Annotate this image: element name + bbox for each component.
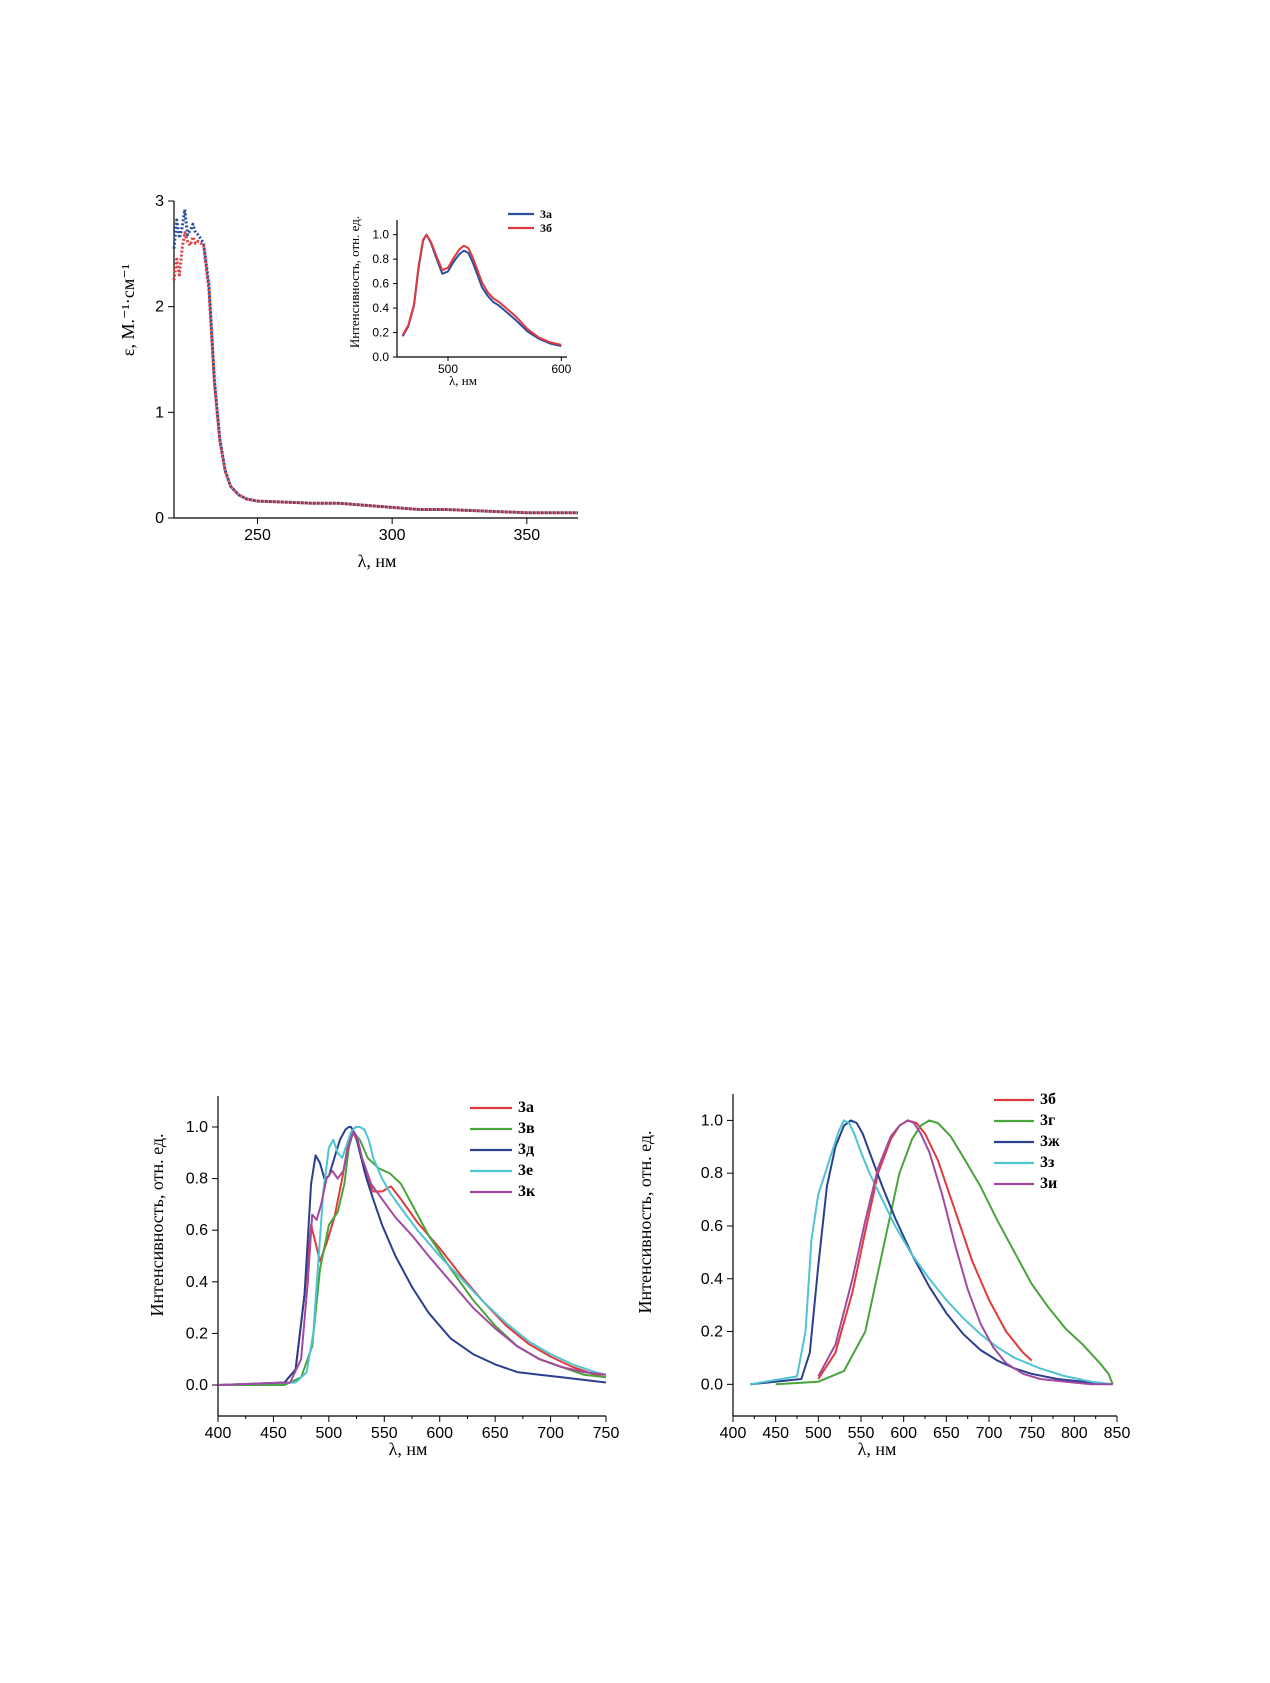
emission-right-legend-label: 3з	[1040, 1154, 1055, 1171]
inset-legend-label: 3а	[540, 207, 552, 221]
inset-y-tick-label: 0.0	[372, 350, 389, 364]
emission-right-series-3б-line	[817, 1119, 1033, 1380]
emission-left-x-tick-label: 500	[316, 1425, 343, 1442]
inset-series-3б-line	[401, 233, 562, 346]
emission-right-series-3з-line	[749, 1119, 1113, 1386]
absorption-y-tick-label: 2	[155, 299, 164, 316]
absorption-y-tick-label: 0	[155, 510, 164, 527]
emission-left-series-3в-line	[218, 1131, 607, 1386]
absorption-series-3б-line	[172, 231, 578, 515]
inset-y-tick-label: 0.2	[372, 326, 389, 340]
absorption-chart: 250 300 350 0 1 2 3 λ, нм ε, М.⁻¹·см⁻¹	[118, 193, 578, 571]
emission-left-y-tick-label: 0.6	[186, 1222, 208, 1239]
emission-right-x-tick-label: 700	[976, 1425, 1003, 1442]
absorption-ylabel: ε, М.⁻¹·см⁻¹	[118, 264, 138, 356]
absorption-y-tick-label: 1	[155, 404, 164, 421]
emission-right-x-tick-label: 800	[1061, 1425, 1088, 1442]
emission-right-x-tick-label: 650	[933, 1425, 960, 1442]
emission-right-x-tick-label: 600	[890, 1425, 917, 1442]
inset-y-tick-label: 0.6	[372, 277, 389, 291]
emission-left-legend: 3а 3в 3д 3е 3к	[470, 1099, 536, 1200]
absorption-x-tick-label: 300	[379, 527, 406, 544]
emission-right-y-tick-label: 0.4	[701, 1271, 723, 1288]
emission-left-legend-label: 3к	[518, 1183, 536, 1200]
emission-left-legend-label: 3е	[518, 1162, 533, 1179]
emission-right-y-tick-label: 0.8	[701, 1165, 723, 1182]
emission-right-legend-label: 3ж	[1040, 1133, 1060, 1150]
emission-left-frame: 400 450 500 550 600 650 700 750 0.0 0.2 0.4 0.6 0.8 1…	[186, 1096, 620, 1442]
emission-left-x-tick-label: 750	[593, 1425, 620, 1442]
emission-right-x-tick-label: 450	[762, 1425, 789, 1442]
inset-x-tick-label: 500	[438, 362, 458, 376]
absorption-frame: 250 300 350 0 1 2 3	[155, 193, 578, 544]
emission-right-chart: 400 450 500 550 600 650 700 750 800 850 0.0 0.2 0.4 0…	[635, 1091, 1130, 1459]
inset-y-tick-label: 1.0	[372, 228, 389, 242]
absorption-series-3а-line	[172, 208, 578, 515]
emission-right-x-tick-label: 400	[720, 1425, 747, 1442]
inset-y-tick-label: 0.4	[372, 301, 389, 315]
emission-left-x-tick-label: 550	[371, 1425, 398, 1442]
emission-left-x-tick-label: 600	[426, 1425, 453, 1442]
emission-left-ylabel: Интенсивность, отн. ед.	[147, 1133, 167, 1316]
emission-left-series-3к-line	[217, 1131, 607, 1386]
emission-right-x-tick-label: 550	[848, 1425, 875, 1442]
emission-right-x-tick-label: 850	[1104, 1425, 1131, 1442]
emission-left-series	[217, 1126, 607, 1386]
emission-left-legend-label: 3д	[518, 1141, 534, 1158]
emission-right-y-tick-label: 0.0	[701, 1376, 723, 1393]
emission-left-y-tick-label: 1.0	[186, 1119, 208, 1136]
emission-right-series-3и-line	[817, 1119, 1113, 1386]
absorption-y-tick-label: 3	[155, 193, 164, 210]
emission-right-y-tick-label: 0.6	[701, 1218, 723, 1235]
emission-right-y-tick-label: 0.2	[701, 1324, 723, 1341]
emission-left-series-3д-line	[217, 1126, 607, 1386]
emission-left-x-tick-label: 650	[482, 1425, 509, 1442]
inset-y-tick-label: 0.8	[372, 252, 389, 266]
emission-right-x-tick-label: 500	[805, 1425, 832, 1442]
emission-right-legend-label: 3б	[1040, 1091, 1056, 1108]
absorption-xlabel: λ, нм	[358, 551, 397, 571]
emission-left-legend-label: 3в	[518, 1120, 535, 1137]
inset-legend-label: 3б	[540, 221, 552, 235]
emission-left-chart: 400 450 500 550 600 650 700 750 0.0 0.2 0.4 0.6 0.8 1…	[147, 1096, 619, 1459]
emission-right-legend-label: 3г	[1040, 1112, 1055, 1129]
inset-frame: 500 600 0.0 0.2 0.4 0.6 0.8 1.0	[372, 220, 572, 376]
emission-left-y-tick-label: 0.4	[186, 1274, 208, 1291]
emission-right-legend-label: 3и	[1040, 1175, 1057, 1192]
inset-x-tick-label: 600	[551, 362, 571, 376]
emission-left-y-tick-label: 0.8	[186, 1171, 208, 1188]
inset-series-3а-line	[401, 233, 562, 347]
emission-right-y-tick-label: 1.0	[701, 1112, 723, 1129]
inset-xlabel: λ, нм	[449, 373, 477, 388]
absorption-x-tick-label: 350	[513, 527, 540, 544]
inset-ylabel: Интенсивность, отн. ед.	[347, 216, 362, 348]
absorption-x-tick-label: 250	[244, 527, 271, 544]
emission-left-xlabel: λ, нм	[389, 1439, 428, 1459]
emission-right-legend: 3б 3г 3ж 3з 3и	[994, 1091, 1060, 1192]
emission-right-x-tick-label: 750	[1018, 1425, 1045, 1442]
emission-left-y-tick-label: 0.2	[186, 1325, 208, 1342]
emission-left-x-tick-label: 400	[205, 1425, 232, 1442]
emission-right-xlabel: λ, нм	[858, 1439, 897, 1459]
inset-series	[401, 233, 562, 347]
emission-left-x-tick-label: 700	[537, 1425, 564, 1442]
emission-left-y-tick-label: 0.0	[186, 1377, 208, 1394]
emission-right-frame: 400 450 500 550 600 650 700 750 800 850 0.0 0.2 0.4 0…	[701, 1094, 1131, 1442]
absorption-series	[172, 208, 578, 515]
emission-left-series-3а-line	[251, 1131, 607, 1386]
emission-right-series-3г-line	[775, 1119, 1114, 1386]
emission-left-x-tick-label: 450	[260, 1425, 287, 1442]
emission-left-legend-label: 3а	[518, 1099, 534, 1116]
emission-right-series	[749, 1119, 1114, 1386]
emission-right-ylabel: Интенсивность, отн. ед.	[635, 1130, 655, 1313]
emission-left-series-3е-line	[217, 1126, 607, 1386]
